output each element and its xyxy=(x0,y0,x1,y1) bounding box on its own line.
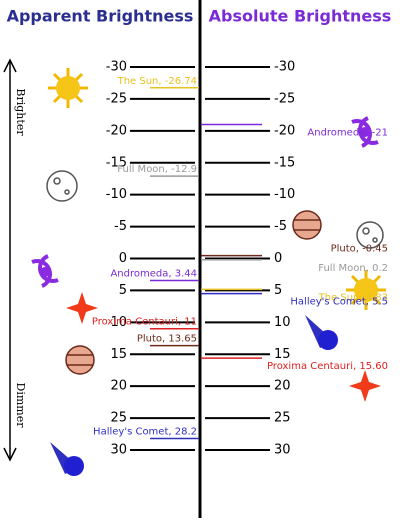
object-label: Halley's Comet, 28.2 xyxy=(93,427,197,438)
star-icon xyxy=(349,370,381,402)
direction-arrow xyxy=(3,58,17,462)
tick-label: -5 xyxy=(114,219,127,234)
tick-label: 5 xyxy=(119,283,127,298)
tick-label: -15 xyxy=(106,155,127,170)
tick-label: 15 xyxy=(110,347,127,362)
tick-label: 20 xyxy=(274,379,291,394)
tick-label: 30 xyxy=(274,443,291,458)
tick-label: 0 xyxy=(119,251,127,266)
tick-label: -25 xyxy=(274,91,295,106)
tick-label: -20 xyxy=(106,123,127,138)
object-label: Andromeda, 3.44 xyxy=(110,268,197,279)
tick-label: -20 xyxy=(274,123,295,138)
moon-icon xyxy=(46,170,78,202)
object-label: The Sun, -26.74 xyxy=(117,76,197,87)
dimmer-label: Dimmer xyxy=(14,383,27,429)
tick-label: -10 xyxy=(106,187,127,202)
header-right: Absolute Brightness xyxy=(209,7,392,26)
brighter-label: Brighter xyxy=(14,88,27,136)
comet-icon xyxy=(305,315,338,350)
object-label: Proxima Centauri, 15.60 xyxy=(267,361,388,372)
galaxy-icon xyxy=(351,116,379,148)
tick-label: 10 xyxy=(110,315,127,330)
object-label: The Sun, 4.83 xyxy=(318,292,388,303)
sun-icon xyxy=(48,68,88,108)
star-icon xyxy=(66,292,98,324)
object-label: Andromeda, -21 xyxy=(307,127,388,138)
object-label: Full Moon, 0.2 xyxy=(318,263,388,274)
pluto-icon xyxy=(65,345,95,375)
tick-label: 25 xyxy=(110,411,127,426)
tick-label: -5 xyxy=(274,219,287,234)
tick-label: 25 xyxy=(274,411,291,426)
galaxy-icon xyxy=(31,254,59,288)
tick-label: 5 xyxy=(274,283,282,298)
tick-label: 0 xyxy=(274,251,282,266)
tick-label: 20 xyxy=(110,379,127,394)
tick-label: -10 xyxy=(274,187,295,202)
object-label: Pluto, -0.45 xyxy=(331,244,388,255)
object-label: Full Moon, -12.9 xyxy=(117,164,197,175)
object-label: Proxima Centauri, 11 xyxy=(92,317,197,328)
moon-icon xyxy=(356,221,384,249)
comet-icon xyxy=(50,442,84,476)
object-label: Pluto, 13.65 xyxy=(137,334,197,345)
tick-label: -15 xyxy=(274,155,295,170)
object-label: Halley's Comet, 5.5 xyxy=(290,297,388,308)
header-left: Apparent Brightness xyxy=(7,7,194,26)
tick-label: 15 xyxy=(274,347,291,362)
tick-label: -30 xyxy=(106,60,127,75)
tick-label: 10 xyxy=(274,315,291,330)
sun-icon xyxy=(346,270,386,310)
tick-label: -25 xyxy=(106,91,127,106)
tick-label: -30 xyxy=(274,60,295,75)
pluto-icon xyxy=(292,210,322,240)
tick-label: 30 xyxy=(110,443,127,458)
